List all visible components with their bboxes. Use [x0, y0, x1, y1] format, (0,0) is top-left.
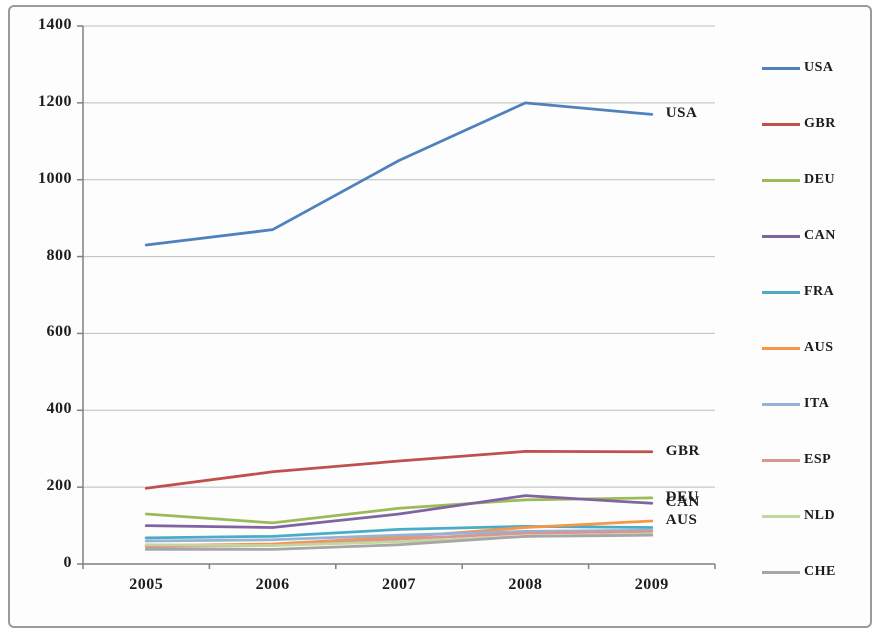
- legend-item-che: CHE: [762, 562, 836, 582]
- legend-item-nld: NLD: [762, 506, 835, 526]
- legend-swatch-esp: [762, 458, 800, 462]
- legend-label: CAN: [804, 228, 836, 243]
- legend-item-ita: ITA: [762, 394, 829, 414]
- legend-swatch-deu: [762, 178, 800, 182]
- legend-label: CHE: [804, 564, 836, 579]
- y-tick-label: 600: [46, 323, 72, 341]
- x-tick-label: 2006: [255, 576, 290, 593]
- end-label-usa: USA: [665, 105, 698, 122]
- series-line-can: [144, 494, 654, 529]
- y-tick-label: 1000: [38, 169, 72, 187]
- legend-label: AUS: [804, 340, 834, 355]
- end-label-can: CAN: [665, 494, 700, 511]
- x-tick-label: 2005: [129, 576, 164, 593]
- legend-item-aus: AUS: [762, 338, 834, 358]
- series-line-fra: [144, 524, 654, 540]
- legend-label: NLD: [804, 508, 836, 523]
- legend-swatch-can: [762, 234, 800, 238]
- y-tick-label: 1400: [38, 16, 72, 33]
- legend-swatch-che: [762, 570, 800, 574]
- legend-label: ESP: [804, 452, 832, 467]
- x-tick-label: 2009: [634, 576, 669, 593]
- y-tick-label: 400: [46, 400, 72, 418]
- series-line-gbr: [144, 450, 654, 490]
- legend-label: GBR: [804, 116, 836, 131]
- end-label-aus: AUS: [665, 511, 698, 528]
- series-line-deu: [144, 496, 654, 525]
- legend-item-usa: USA: [762, 58, 834, 78]
- series-line-ita: [144, 528, 654, 543]
- legend-swatch-ita: [762, 402, 800, 406]
- legend-label: USA: [804, 60, 834, 75]
- x-tick-label: 2007: [382, 576, 416, 593]
- y-tick-label: 1200: [38, 92, 72, 110]
- legend-item-fra: FRA: [762, 282, 834, 302]
- y-tick-label: 200: [46, 477, 72, 495]
- y-tick-label: 800: [46, 246, 72, 264]
- legend-label: ITA: [804, 396, 830, 411]
- legend-item-can: CAN: [762, 226, 836, 246]
- legend-swatch-gbr: [762, 122, 800, 126]
- legend-swatch-nld: [762, 514, 800, 518]
- series-line-usa: [144, 101, 654, 247]
- end-label-deu: DEU: [665, 488, 699, 505]
- legend-label: DEU: [804, 172, 836, 187]
- chart-frame: [8, 5, 872, 628]
- end-label-gbr: GBR: [665, 442, 700, 459]
- legend-item-deu: DEU: [762, 170, 835, 190]
- legend-swatch-fra: [762, 290, 800, 294]
- legend-swatch-usa: [762, 66, 800, 70]
- legend-item-esp: ESP: [762, 450, 831, 470]
- legend-label: FRA: [804, 284, 835, 299]
- legend-item-gbr: GBR: [762, 114, 836, 134]
- x-tick-label: 2008: [508, 576, 543, 593]
- legend-swatch-aus: [762, 346, 800, 350]
- series-line-che: [144, 533, 654, 551]
- y-tick-label: 0: [63, 554, 72, 571]
